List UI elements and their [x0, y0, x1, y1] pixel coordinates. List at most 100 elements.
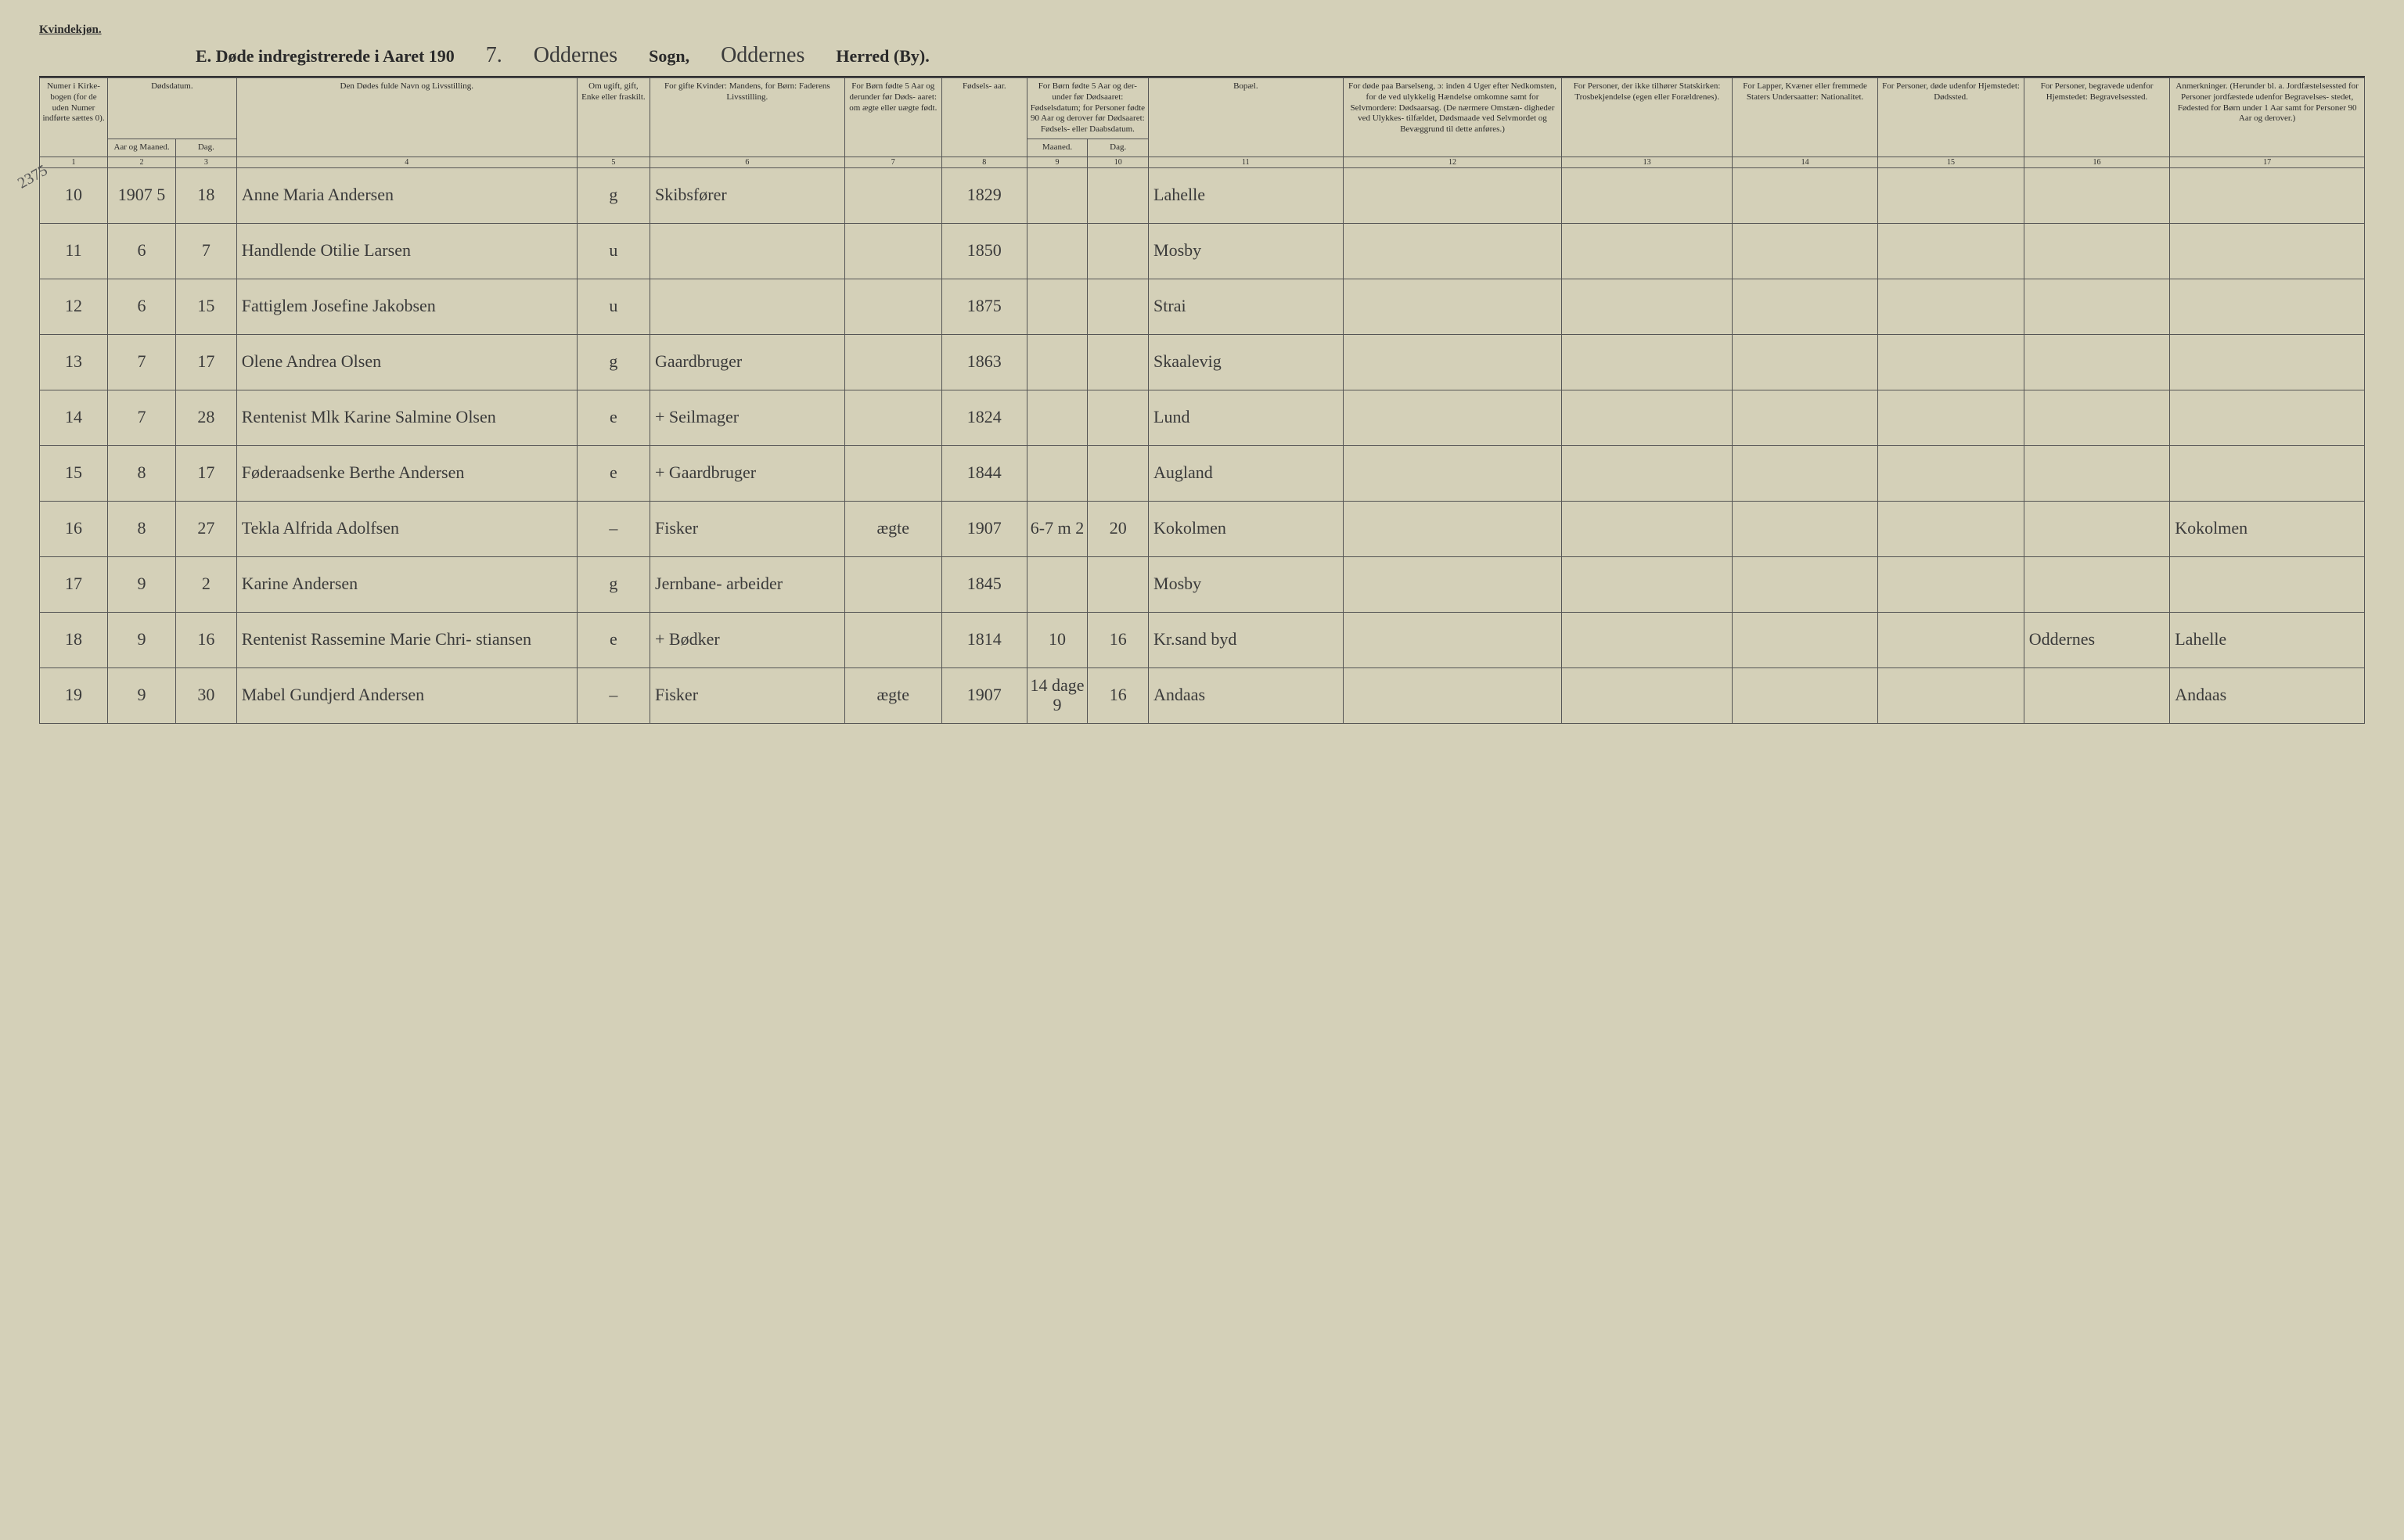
cell-occupation [650, 279, 845, 334]
cell-value: Fisker [655, 518, 698, 538]
table-row: 1167Handlende Otilie Larsenu1850Mosby [40, 223, 2365, 279]
cell-num: 16 [40, 501, 108, 556]
cell-value: 1850 [967, 240, 1002, 260]
cell-residence: Lund [1149, 390, 1344, 445]
cell-name: Tekla Alfrida Adolfsen [236, 501, 577, 556]
colnum: 7 [844, 157, 941, 167]
col-header-birthdate: For Børn fødte 5 Aar og der- under før D… [1027, 78, 1148, 139]
cell-name: Føderaadsenke Berthe Andersen [236, 445, 577, 501]
cell-value: 28 [197, 407, 214, 426]
cell-civil: – [577, 501, 650, 556]
cell-value: g [609, 185, 617, 204]
cell-notes: Kokolmen [2170, 501, 2365, 556]
cell-value: 6 [138, 296, 146, 315]
cell-burial-place [2024, 445, 2169, 501]
cell-num: 19 [40, 667, 108, 723]
cell-legitimacy [844, 334, 941, 390]
cell-value: 7 [138, 351, 146, 371]
cell-birth-month: 14 dage 9 [1027, 667, 1088, 723]
title-prefix: E. Døde indregistrerede i Aaret 190 [196, 46, 455, 67]
cell-birth-month [1027, 279, 1088, 334]
cell-birth-year: 1844 [941, 445, 1027, 501]
cell-civil: g [577, 167, 650, 223]
cell-value: Kr.sand byd [1153, 629, 1236, 649]
cell-num: 12 [40, 279, 108, 334]
cell-death-place [1878, 390, 2024, 445]
colnum: 17 [2170, 157, 2365, 167]
cell-legitimacy [844, 612, 941, 667]
table-header: Numer i Kirke- bogen (for de uden Numer … [40, 78, 2365, 168]
cell-value: 16 [197, 629, 214, 649]
cell-value: ægte [876, 518, 909, 538]
cell-value: – [609, 685, 617, 704]
cell-birth-day: 20 [1088, 501, 1149, 556]
colnum: 4 [236, 157, 577, 167]
cell-name: Mabel Gundjerd Andersen [236, 667, 577, 723]
cell-religion [1562, 279, 1733, 334]
cell-birth-month: 6-7 m 2 [1027, 501, 1088, 556]
colnum: 13 [1562, 157, 1733, 167]
cell-religion [1562, 390, 1733, 445]
cell-day: 18 [176, 167, 237, 223]
cell-year-month: 8 [108, 501, 176, 556]
cell-value: 1814 [967, 629, 1002, 649]
cell-religion [1562, 667, 1733, 723]
cell-cause [1343, 556, 1562, 612]
cell-death-place [1878, 556, 2024, 612]
cell-nationality [1732, 556, 1877, 612]
cell-burial-place [2024, 390, 2169, 445]
cell-value: Augland [1153, 462, 1213, 482]
cell-value: 14 dage 9 [1031, 675, 1085, 714]
col-header-cause: For døde paa Barselseng, ɔ: inden 4 Uger… [1343, 78, 1562, 157]
colnum: 6 [650, 157, 845, 167]
cell-value: Føderaadsenke Berthe Andersen [242, 462, 465, 482]
colnum: 12 [1343, 157, 1562, 167]
cell-birth-month [1027, 390, 1088, 445]
colnum: 1 [40, 157, 108, 167]
sogn-handwritten: Oddernes [534, 43, 617, 68]
cell-burial-place [2024, 223, 2169, 279]
colnum: 15 [1878, 157, 2024, 167]
cell-birth-year: 1845 [941, 556, 1027, 612]
cell-death-place [1878, 334, 2024, 390]
cell-legitimacy [844, 279, 941, 334]
cell-num: 15 [40, 445, 108, 501]
cell-value: 1907 [967, 685, 1002, 704]
cell-num: 14 [40, 390, 108, 445]
cell-value: 20 [1110, 518, 1127, 538]
cell-day: 28 [176, 390, 237, 445]
cell-value: + Bødker [655, 629, 720, 649]
register-page: 2375 Kvindekjøn. E. Døde indregistrerede… [16, 16, 2388, 747]
cell-value: Lahelle [2175, 629, 2226, 649]
table-row: 19930Mabel Gundjerd Andersen–Fiskerægte1… [40, 667, 2365, 723]
col-header-year-month: Aar og Maaned. [108, 139, 176, 157]
cell-value: 8 [138, 518, 146, 538]
cell-death-place [1878, 612, 2024, 667]
cell-value: Rentenist Mlk Karine Salmine Olsen [242, 407, 496, 426]
cell-num: 11 [40, 223, 108, 279]
cell-birth-month [1027, 445, 1088, 501]
cell-notes [2170, 334, 2365, 390]
cell-value: Mosby [1153, 574, 1201, 593]
cell-value: u [609, 296, 617, 315]
cell-burial-place [2024, 279, 2169, 334]
cell-num: 13 [40, 334, 108, 390]
cell-name: Olene Andrea Olsen [236, 334, 577, 390]
cell-occupation: Skibsfører [650, 167, 845, 223]
cell-burial-place [2024, 501, 2169, 556]
cell-cause [1343, 223, 1562, 279]
cell-value: 1844 [967, 462, 1002, 482]
cell-value: 17 [197, 351, 214, 371]
cell-year-month: 1907 5 [108, 167, 176, 223]
cell-notes [2170, 223, 2365, 279]
colnum: 9 [1027, 157, 1088, 167]
col-header-number: Numer i Kirke- bogen (for de uden Numer … [40, 78, 108, 157]
cell-name: Anne Maria Andersen [236, 167, 577, 223]
cell-birth-day: 16 [1088, 667, 1149, 723]
cell-year-month: 9 [108, 667, 176, 723]
cell-residence: Kokolmen [1149, 501, 1344, 556]
cell-day: 17 [176, 445, 237, 501]
cell-value: – [609, 518, 617, 538]
col-header-religion: For Personer, der ikke tilhører Statskir… [1562, 78, 1733, 157]
cell-value: 6 [138, 240, 146, 260]
